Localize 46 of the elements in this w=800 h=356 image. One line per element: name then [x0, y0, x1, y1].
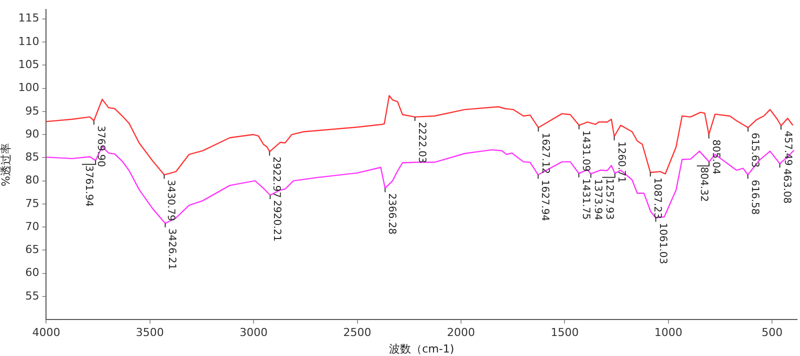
annotation: 2920.21: [271, 200, 282, 242]
annotation: 1260.71: [615, 141, 626, 183]
annotation: 1087.23: [651, 177, 662, 219]
annotation: 1061.03: [656, 222, 668, 264]
annotation: 463.08: [780, 168, 792, 204]
y-tick-label: 95: [25, 104, 40, 118]
x-tick-label: 3000: [240, 326, 268, 340]
y-axis-title: %透过率: [0, 142, 12, 186]
y-tick-label: 55: [25, 289, 40, 302]
annotation: 2222.03: [416, 122, 427, 164]
x-tick-label: 500: [762, 326, 783, 340]
x-tick-label: 1000: [654, 326, 682, 340]
x-tick-label: 2000: [447, 326, 476, 340]
annotation: 1431.09: [580, 130, 592, 172]
y-tick-label: 65: [25, 243, 40, 256]
annotation: 2922.97: [270, 156, 282, 198]
y-tick-label: 100: [18, 81, 40, 94]
y-tick-label: 110: [18, 34, 40, 48]
x-tick-label: 3500: [136, 326, 164, 340]
annotation: 3761.94: [82, 165, 94, 207]
annotation: 1627.94: [539, 180, 550, 222]
annotation: 1257.93: [603, 178, 614, 220]
y-tick-label: 70: [25, 220, 40, 233]
y-tick-label: 90: [25, 127, 40, 140]
annotation: 1373.94: [592, 178, 603, 220]
x-tick-label: 1500: [550, 326, 579, 340]
y-tick-label: 75: [25, 196, 40, 210]
y-tick-label: 105: [18, 58, 40, 71]
annotation: 457.49: [782, 130, 794, 166]
x-tick-label: 4000: [32, 326, 60, 340]
annotation: 3769.90: [94, 126, 106, 168]
y-tick-label: 115: [18, 12, 40, 25]
x-axis-title: 波数（cm-1): [389, 342, 454, 356]
annotation: 3430.79: [165, 180, 176, 222]
annotation: 1431.75: [580, 178, 591, 220]
y-tick-label: 85: [25, 150, 40, 164]
annotation: 616.58: [748, 180, 760, 215]
annotation: 3426.21: [166, 228, 178, 270]
annotation: 1627.12: [539, 132, 550, 174]
x-tick-label: 2500: [343, 326, 372, 340]
annotation: 805.04: [710, 140, 721, 175]
annotation: 2366.28: [386, 193, 398, 235]
annotation: 804.32: [698, 166, 709, 202]
y-tick-label: 60: [25, 266, 40, 280]
annotation: 615.63: [749, 132, 760, 168]
y-tick-label: 80: [25, 174, 40, 187]
